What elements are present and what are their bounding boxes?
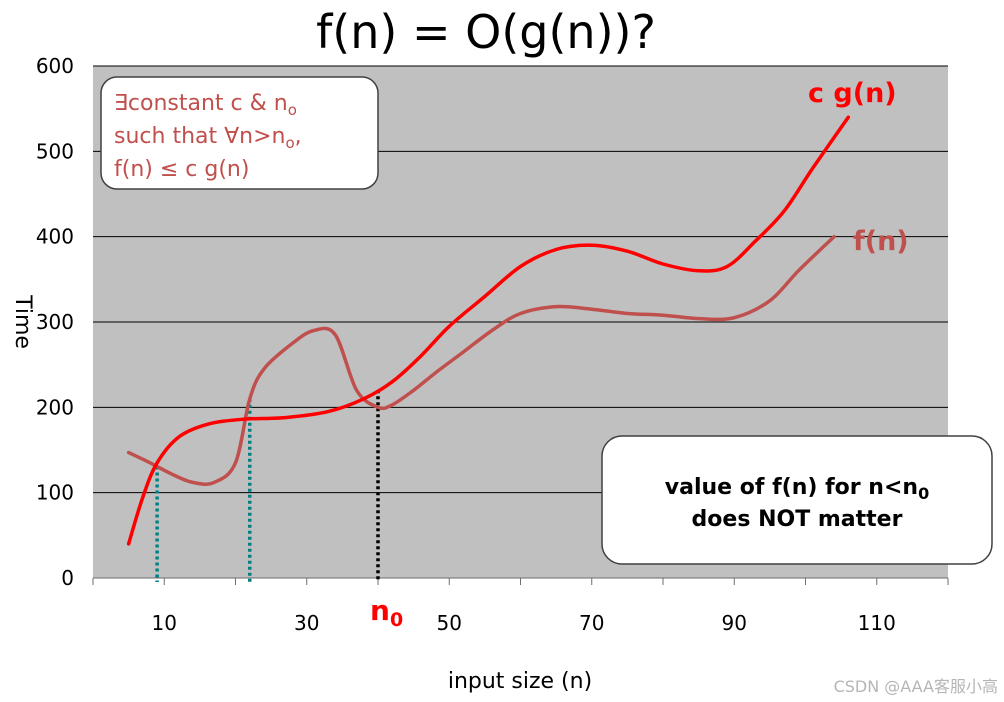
y-tick-500: 500 (36, 139, 74, 163)
definition-box: ∃constant c & no such that ∀n>no, f(n) ≤… (101, 77, 378, 189)
x-tick-30: 30 (294, 611, 319, 635)
definition-line-3: f(n) ≤ c g(n) (114, 157, 249, 182)
n0-label: n0 (370, 594, 403, 631)
y-tick-labels: 0 100 200 300 400 500 600 (36, 54, 74, 590)
y-axis-label: Time (10, 294, 35, 349)
x-tick-110: 110 (858, 611, 896, 635)
y-tick-0: 0 (61, 566, 74, 590)
y-tick-600: 600 (36, 54, 74, 78)
x-tick-10: 10 (152, 611, 177, 635)
definition-line-1: ∃constant c & no (114, 91, 297, 119)
series-label-cg: c g(n) (808, 78, 897, 109)
note-line-1: value of f(n) for n<n0 (665, 475, 929, 503)
x-tick-90: 90 (722, 611, 747, 635)
chart-title: f(n) = O(g(n))? (316, 5, 656, 59)
definition-line-2: such that ∀n>no, (114, 124, 302, 152)
series-label-f: f(n) (853, 226, 909, 257)
x-tick-70: 70 (579, 611, 604, 635)
x-tick-50: 50 (437, 611, 462, 635)
x-axis-label: input size (n) (448, 669, 592, 694)
y-tick-200: 200 (36, 395, 74, 419)
y-tick-100: 100 (36, 481, 74, 505)
y-tick-300: 300 (36, 310, 74, 334)
note-line-2: does NOT matter (692, 507, 903, 532)
watermark: CSDN @AAA客服小高 (834, 677, 998, 696)
note-box: value of f(n) for n<n0 does NOT matter (602, 436, 992, 564)
y-tick-400: 400 (36, 225, 74, 249)
x-tick-labels: 10 30 50 70 90 110 (93, 578, 948, 635)
